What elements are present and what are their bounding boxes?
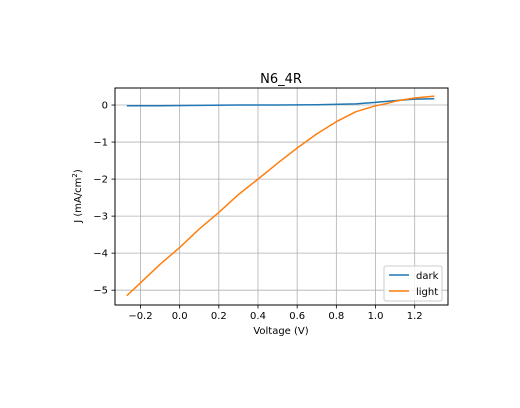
x-tick-label: 0.6 — [289, 311, 305, 322]
chart-title: N6_4R — [260, 72, 302, 87]
y-axis-label-close: ) — [73, 169, 84, 173]
legend-label-light: light — [416, 287, 438, 298]
x-tick-label: 0.0 — [172, 311, 188, 322]
legend-label-dark: dark — [416, 271, 439, 282]
y-tick-label: −1 — [93, 138, 108, 149]
x-tick-label: 1.2 — [407, 311, 423, 322]
y-axis-label-superscript: 2 — [71, 173, 79, 177]
plot-area-frame — [114, 87, 449, 306]
x-axis-label: Voltage (V) — [253, 326, 308, 337]
y-tick-label: −2 — [93, 175, 108, 186]
x-tick-label: 1.0 — [368, 311, 384, 322]
y-tick-label: −5 — [93, 286, 108, 297]
y-axis-label: J (mA/cm2) — [71, 169, 84, 224]
plot-series — [126, 95, 435, 297]
y-tick-label: −4 — [93, 249, 108, 260]
x-axis-ticks: −0.2 0.0 0.2 0.4 0.6 0.8 1.0 1.2 — [128, 305, 423, 322]
legend: dark light — [383, 265, 443, 302]
y-axis-ticks: 0 −1 −2 −3 −4 −5 — [93, 101, 115, 297]
y-axis-label-main: J (mA/cm — [73, 178, 84, 224]
x-tick-label: 0.8 — [328, 311, 344, 322]
y-tick-label: −3 — [93, 212, 108, 223]
x-tick-label: −0.2 — [128, 311, 152, 322]
series-line-light — [126, 95, 435, 297]
x-tick-label: 0.2 — [211, 311, 227, 322]
y-tick-label: 0 — [102, 101, 108, 112]
x-tick-label: 0.4 — [250, 311, 266, 322]
